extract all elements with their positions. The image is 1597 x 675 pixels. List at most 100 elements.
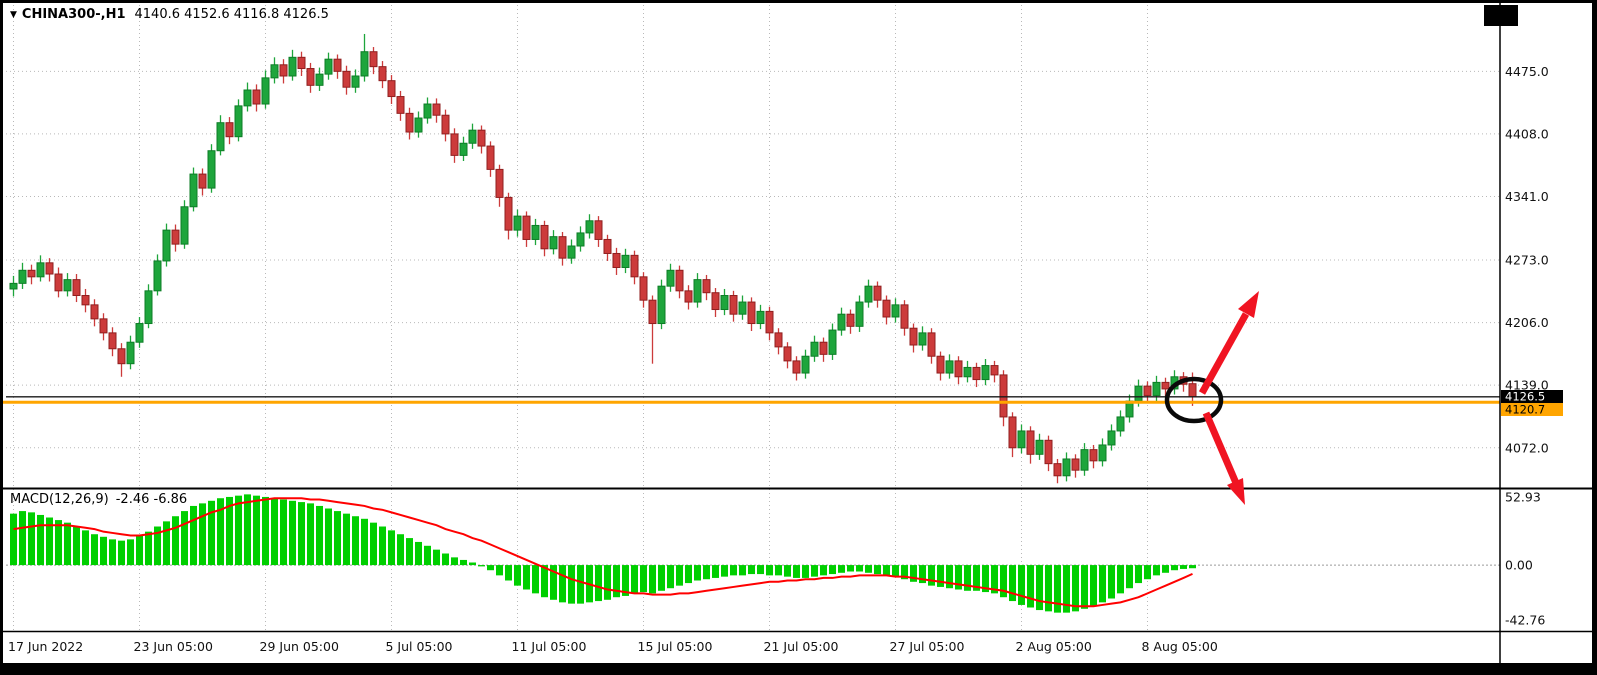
candle bbox=[909, 323, 918, 353]
down-arrow-shaft[interactable] bbox=[1202, 411, 1240, 485]
macd-bar bbox=[1000, 565, 1007, 598]
candle bbox=[27, 264, 36, 285]
macd-bar bbox=[397, 534, 404, 566]
macd-bar bbox=[46, 517, 53, 566]
up-arrow-annotation[interactable] bbox=[1198, 291, 1259, 395]
candle bbox=[477, 125, 486, 154]
time-axis-label[interactable]: 23 Jun 05:00 bbox=[134, 639, 213, 654]
price-axis-label[interactable]: 4072.0 bbox=[1505, 440, 1549, 455]
macd-bar bbox=[640, 565, 647, 593]
time-axis-label[interactable]: 29 Jun 05:00 bbox=[260, 639, 339, 654]
candle bbox=[585, 214, 594, 239]
macd-bar bbox=[1054, 565, 1061, 613]
highlight-ellipse[interactable] bbox=[1164, 376, 1224, 424]
candle bbox=[882, 295, 891, 325]
up-arrow-head[interactable] bbox=[1238, 291, 1259, 318]
macd-bar bbox=[1171, 565, 1178, 571]
macd-bar bbox=[496, 565, 503, 576]
down-arrow-head[interactable] bbox=[1227, 478, 1245, 505]
highlight-circle-annotation[interactable] bbox=[1164, 376, 1224, 424]
macd-bar bbox=[460, 559, 467, 566]
macd-bar bbox=[145, 531, 152, 566]
price-axis-label[interactable]: 4139.0 bbox=[1505, 378, 1549, 393]
candle bbox=[846, 309, 855, 334]
price-axis-label[interactable]: 4273.0 bbox=[1505, 253, 1549, 268]
candle bbox=[144, 284, 153, 329]
candle bbox=[612, 247, 621, 275]
candle bbox=[180, 200, 189, 249]
macd-bar bbox=[316, 505, 323, 566]
macd-bar bbox=[577, 565, 584, 604]
time-axis-label[interactable]: 8 Aug 05:00 bbox=[1142, 639, 1218, 654]
candle bbox=[927, 328, 936, 364]
time-axis-label[interactable]: 2 Aug 05:00 bbox=[1016, 639, 1092, 654]
macd-bar bbox=[406, 538, 413, 566]
macd-bar bbox=[271, 498, 278, 566]
macd-axis-label[interactable]: 52.93 bbox=[1505, 490, 1541, 505]
candle bbox=[333, 54, 342, 79]
price-axis-label[interactable]: 4206.0 bbox=[1505, 315, 1549, 330]
macd-bar bbox=[829, 565, 836, 575]
candle bbox=[864, 279, 873, 308]
time-axis-label[interactable]: 5 Jul 05:00 bbox=[386, 639, 453, 654]
candle bbox=[1125, 394, 1134, 423]
candle bbox=[873, 281, 882, 308]
macd-bar bbox=[1144, 565, 1151, 580]
candle bbox=[405, 107, 414, 140]
time-axis-label[interactable]: 17 Jun 2022 bbox=[8, 639, 83, 654]
current-price-tag-text: 4126.5 bbox=[1505, 390, 1545, 404]
candle bbox=[981, 359, 990, 386]
macd-bar bbox=[901, 565, 908, 580]
candle bbox=[63, 273, 72, 297]
macd-bar bbox=[532, 565, 539, 594]
candle bbox=[684, 285, 693, 310]
candle bbox=[522, 211, 531, 247]
macd-name-label: MACD(12,26,9) bbox=[10, 492, 109, 507]
macd-bar bbox=[613, 565, 620, 598]
time-axis-label[interactable]: 11 Jul 05:00 bbox=[512, 639, 587, 654]
candle bbox=[1143, 381, 1152, 403]
time-axis-label[interactable]: 15 Jul 05:00 bbox=[638, 639, 713, 654]
macd-bar bbox=[856, 565, 863, 572]
macd-bar bbox=[667, 565, 674, 589]
down-arrow-annotation[interactable] bbox=[1202, 411, 1245, 505]
macd-bar bbox=[514, 565, 521, 586]
up-arrow-shaft[interactable] bbox=[1198, 312, 1250, 395]
candle bbox=[639, 272, 648, 308]
macd-bar bbox=[280, 499, 287, 566]
dropdown-triangle-icon[interactable]: ▼ bbox=[10, 10, 17, 20]
macd-bar bbox=[64, 522, 71, 566]
macd-axis-label[interactable]: 0.00 bbox=[1505, 558, 1533, 573]
candle bbox=[603, 234, 612, 261]
candle bbox=[756, 304, 765, 330]
macd-bar bbox=[118, 540, 125, 566]
candle bbox=[1098, 438, 1107, 467]
candle bbox=[1035, 433, 1044, 460]
macd-bar bbox=[298, 502, 305, 566]
price-axis-label[interactable]: 4408.0 bbox=[1505, 126, 1549, 141]
macd-bar bbox=[838, 565, 845, 573]
macd-bar bbox=[208, 500, 215, 566]
axis-labels[interactable]: 4475.0 4408.0 4341.0 4273.0 4206.0 4139.0 4072… bbox=[8, 64, 1549, 654]
macd-bar bbox=[946, 565, 953, 589]
macd-axis-label[interactable]: -42.76 bbox=[1505, 613, 1545, 628]
price-axis-label[interactable]: 4341.0 bbox=[1505, 189, 1549, 204]
macd-indicator bbox=[6, 494, 1500, 613]
time-axis-label[interactable]: 21 Jul 05:00 bbox=[764, 639, 839, 654]
candle bbox=[324, 52, 333, 80]
candle bbox=[657, 279, 666, 330]
price-level-lines[interactable] bbox=[3, 396, 1500, 404]
candle bbox=[549, 230, 558, 255]
candle bbox=[972, 362, 981, 388]
price-axis-label[interactable]: 4475.0 bbox=[1505, 64, 1549, 79]
candle bbox=[720, 288, 729, 316]
time-axis-label[interactable]: 27 Jul 05:00 bbox=[890, 639, 965, 654]
candle bbox=[801, 349, 810, 379]
macd-bar bbox=[694, 565, 701, 581]
macd-bar bbox=[1072, 565, 1079, 612]
macd-bar bbox=[388, 530, 395, 566]
candle bbox=[621, 248, 630, 274]
macd-bar bbox=[964, 565, 971, 591]
candle bbox=[450, 128, 459, 163]
